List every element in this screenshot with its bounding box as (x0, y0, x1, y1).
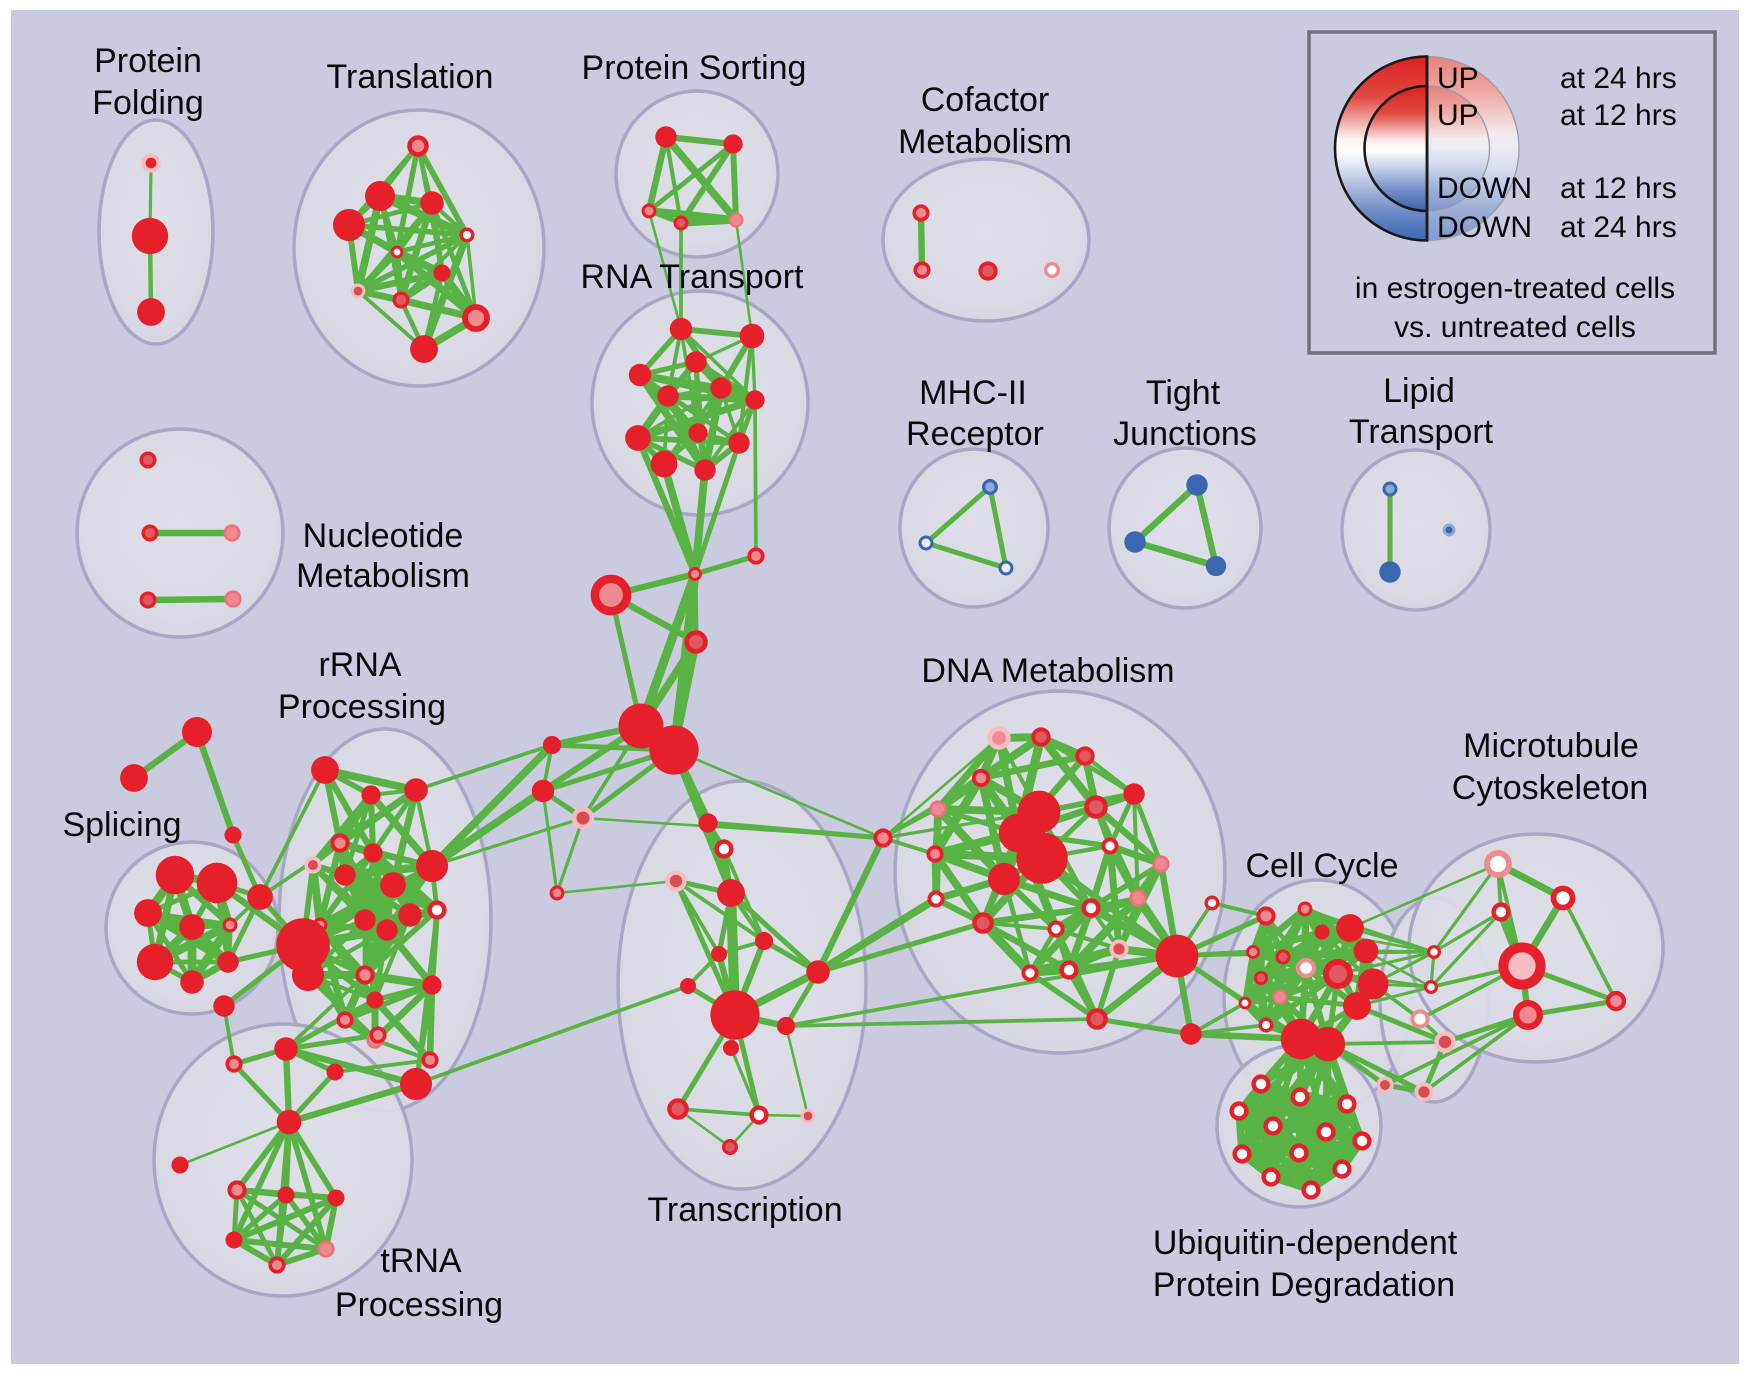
svg-text:at 24 hrs: at 24 hrs (1560, 62, 1677, 95)
svg-text:rRNA: rRNA (318, 646, 401, 684)
svg-text:Protein Sorting: Protein Sorting (582, 49, 807, 87)
svg-text:Protein: Protein (94, 42, 202, 80)
svg-text:Cofactor: Cofactor (921, 81, 1050, 119)
svg-text:DOWN: DOWN (1437, 211, 1532, 244)
svg-text:Nucleotide: Nucleotide (303, 517, 464, 555)
svg-text:Cell Cycle: Cell Cycle (1245, 847, 1398, 885)
svg-text:Splicing: Splicing (62, 806, 181, 844)
svg-text:Transport: Transport (1349, 413, 1494, 451)
svg-text:in estrogen-treated cells: in estrogen-treated cells (1355, 272, 1675, 305)
svg-text:Ubiquitin-dependent: Ubiquitin-dependent (1153, 1224, 1458, 1262)
svg-text:at 12 hrs: at 12 hrs (1560, 99, 1677, 132)
svg-text:Receptor: Receptor (906, 415, 1044, 453)
svg-text:tRNA: tRNA (380, 1242, 462, 1280)
svg-text:RNA Transport: RNA Transport (581, 258, 805, 296)
svg-text:at 12 hrs: at 12 hrs (1560, 172, 1677, 205)
svg-text:Cytoskeleton: Cytoskeleton (1452, 769, 1649, 807)
svg-text:Microtubule: Microtubule (1463, 727, 1639, 765)
svg-text:UP: UP (1437, 99, 1479, 132)
svg-text:Protein Degradation: Protein Degradation (1153, 1266, 1455, 1304)
svg-text:Translation: Translation (327, 58, 494, 96)
svg-text:DNA Metabolism: DNA Metabolism (921, 652, 1174, 690)
svg-text:Processing: Processing (335, 1286, 503, 1324)
svg-text:Junctions: Junctions (1113, 415, 1257, 453)
svg-text:Metabolism: Metabolism (898, 123, 1072, 161)
svg-text:vs. untreated cells: vs. untreated cells (1394, 311, 1636, 344)
svg-text:Lipid: Lipid (1383, 372, 1455, 410)
svg-text:Folding: Folding (92, 84, 204, 122)
svg-text:Metabolism: Metabolism (296, 557, 470, 595)
svg-text:MHC-II: MHC-II (919, 374, 1027, 412)
svg-text:Processing: Processing (278, 688, 446, 726)
svg-text:Tight: Tight (1146, 374, 1221, 412)
svg-text:DOWN: DOWN (1437, 172, 1532, 205)
svg-text:Transcription: Transcription (647, 1191, 842, 1229)
svg-text:UP: UP (1437, 62, 1479, 95)
svg-text:at 24 hrs: at 24 hrs (1560, 211, 1677, 244)
